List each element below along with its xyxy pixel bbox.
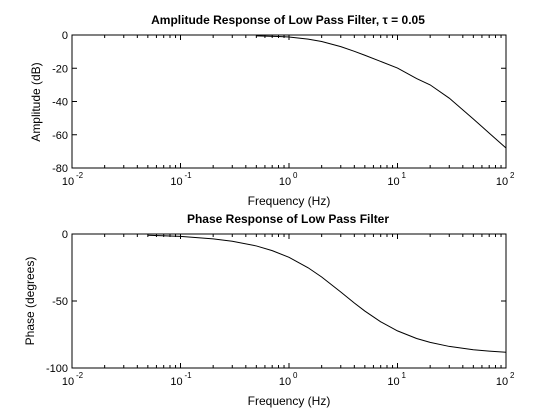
amplitude-ytick-label: 0 — [62, 30, 68, 42]
phase-xtick-label: 10 — [62, 376, 74, 388]
amplitude-xtick-exponent: -2 — [76, 171, 84, 180]
amplitude-xtick-label: 10 — [496, 176, 508, 188]
amplitude-xtick-exponent: 0 — [293, 171, 298, 180]
amplitude-xtick-exponent: 2 — [510, 171, 515, 180]
amplitude-ytick-label: -60 — [52, 130, 68, 142]
phase-xtick-exponent: 0 — [293, 371, 298, 380]
amplitude-ytick-label: -40 — [52, 97, 68, 109]
amplitude-xtick-label: 10 — [387, 176, 399, 188]
phase-xtick-label: 10 — [496, 376, 508, 388]
phase-ytick-label: -50 — [52, 296, 68, 308]
amplitude-ytick-label: -80 — [52, 163, 68, 175]
amplitude-xtick-label: 10 — [62, 176, 74, 188]
amplitude-series-line — [256, 35, 507, 149]
phase-series-line — [147, 234, 507, 353]
phase-xlabel: Frequency (Hz) — [248, 394, 331, 408]
phase-xtick-exponent: 2 — [510, 371, 515, 380]
amplitude-xtick-label: 10 — [279, 176, 291, 188]
amplitude-xlabel: Frequency (Hz) — [248, 194, 331, 208]
phase-xtick-label: 10 — [387, 376, 399, 388]
amplitude-xtick-exponent: -1 — [185, 171, 193, 180]
amplitude-title: Amplitude Response of Low Pass Filter, τ… — [151, 13, 425, 27]
amplitude-ytick-label: -20 — [52, 63, 68, 75]
phase-xtick-exponent: -2 — [76, 371, 84, 380]
phase-title: Phase Response of Low Pass Filter — [187, 212, 389, 226]
amplitude-panel: Amplitude Response of Low Pass Filter, τ… — [29, 13, 515, 208]
amplitude-xtick-exponent: 1 — [402, 171, 407, 180]
phase-panel: Phase Response of Low Pass Filter 10-210… — [23, 212, 515, 408]
phase-axes-box — [71, 233, 507, 369]
phase-ylabel: Phase (degrees) — [23, 257, 37, 346]
phase-ytick-label: -100 — [46, 363, 68, 375]
amplitude-ylabel: Amplitude (dB) — [29, 62, 43, 141]
amplitude-xtick-label: 10 — [170, 176, 182, 188]
amplitude-axes-box — [71, 34, 507, 169]
phase-ytick-label: 0 — [62, 229, 68, 241]
phase-xtick-exponent: 1 — [402, 371, 407, 380]
phase-xtick-label: 10 — [170, 376, 182, 388]
phase-xtick-label: 10 — [279, 376, 291, 388]
phase-xtick-exponent: -1 — [185, 371, 193, 380]
